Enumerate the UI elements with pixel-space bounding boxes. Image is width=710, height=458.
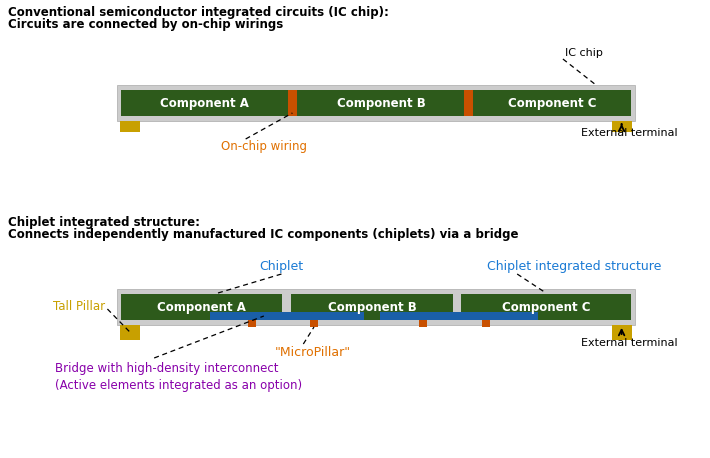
Bar [380, 312, 537, 320]
Bar [420, 320, 427, 327]
Text: Bridge with high-density interconnect
(Active elements integrated as an option): Bridge with high-density interconnect (A… [55, 362, 302, 392]
Text: IC chip: IC chip [565, 48, 603, 58]
Text: Circuits are connected by on-chip wirings: Circuits are connected by on-chip wiring… [8, 18, 283, 31]
Bar [121, 294, 283, 320]
Bar [291, 294, 452, 320]
Text: Tall Pillar: Tall Pillar [53, 300, 105, 313]
Bar [121, 90, 288, 116]
Bar [210, 312, 364, 320]
Bar [120, 325, 141, 340]
Text: Component C: Component C [508, 97, 596, 109]
Bar [288, 90, 297, 116]
Bar [117, 85, 635, 121]
Text: "MicroPillar": "MicroPillar" [275, 346, 351, 359]
Bar [474, 90, 630, 116]
Bar [611, 121, 631, 132]
Bar [462, 294, 630, 320]
Text: Connects independently manufactured IC components (chiplets) via a bridge: Connects independently manufactured IC c… [8, 228, 518, 241]
Text: Chiplet integrated structure: Chiplet integrated structure [487, 260, 662, 273]
Bar [117, 289, 635, 325]
Bar [611, 325, 631, 340]
Text: Component C: Component C [502, 300, 590, 313]
Bar [297, 90, 464, 116]
Bar [248, 320, 256, 327]
Text: On-chip wiring: On-chip wiring [221, 140, 307, 153]
Text: Conventional semiconductor integrated circuits (IC chip):: Conventional semiconductor integrated ci… [8, 6, 389, 19]
Bar [120, 121, 141, 132]
Bar [310, 320, 318, 327]
Bar [482, 320, 491, 327]
Text: Component B: Component B [337, 97, 425, 109]
Text: Chiplet integrated structure:: Chiplet integrated structure: [8, 216, 200, 229]
Text: External terminal: External terminal [581, 128, 678, 138]
Text: Component A: Component A [158, 300, 246, 313]
Bar [464, 90, 474, 116]
Text: Component A: Component A [160, 97, 249, 109]
Text: External terminal: External terminal [581, 338, 678, 348]
Text: Component B: Component B [327, 300, 416, 313]
Text: Chiplet: Chiplet [259, 260, 303, 273]
